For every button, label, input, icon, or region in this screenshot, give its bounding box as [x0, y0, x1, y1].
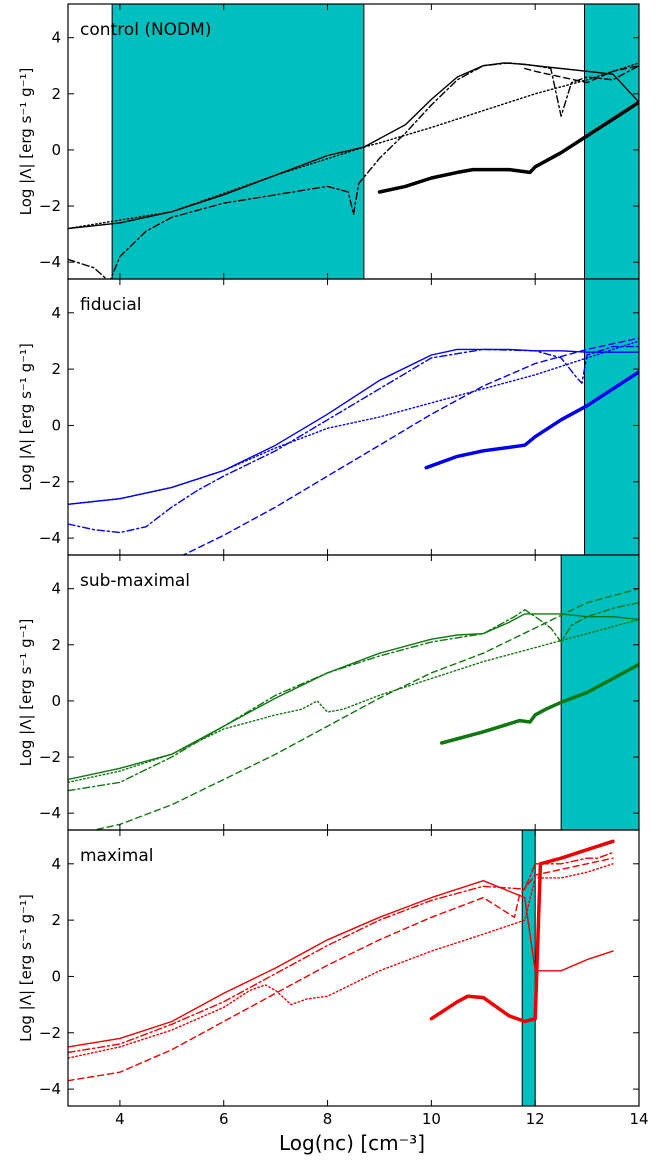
plot-area: [68, 4, 639, 279]
plot-frame: [67, 829, 640, 1107]
series-line-dashed: [181, 337, 639, 555]
y-tick-label: 2: [51, 360, 61, 378]
series-line-solid: [68, 62, 639, 230]
x-tick-label: 12: [526, 1110, 545, 1128]
x-tick-label: 14: [629, 1110, 648, 1128]
y-tick-label: 4: [51, 29, 61, 47]
series-line-dashdot: [68, 602, 639, 792]
y-tick-label: −2: [39, 197, 61, 215]
y-tick-label: −2: [39, 473, 61, 491]
series-line-thick: [424, 370, 639, 470]
y-tick-label: −2: [39, 1024, 61, 1042]
y-tick-label: −2: [39, 748, 61, 766]
y-axis-label: Log |Λ| [erg s⁻¹ g⁻¹]: [17, 343, 35, 491]
plot-frame: [67, 554, 640, 831]
series-line-dotted: [68, 340, 639, 505]
plot-frame: [67, 278, 640, 556]
y-tick-label: 0: [51, 692, 61, 710]
panel-title: sub-maximal: [80, 571, 190, 591]
series-line-solid: [68, 880, 614, 1048]
shaded-region: [112, 4, 364, 279]
series-line-dashdot: [68, 62, 639, 279]
y-tick-label: 4: [51, 304, 61, 322]
series-line-dashdot: [68, 345, 639, 534]
y-tick-label: −4: [39, 253, 61, 271]
y-tick-label: 2: [51, 85, 61, 103]
y-tick-label: 0: [51, 967, 61, 985]
plot-area: [68, 830, 615, 1106]
y-tick-label: 2: [51, 636, 61, 654]
y-tick-label: 2: [51, 911, 61, 929]
shaded-region: [584, 4, 639, 279]
panel-title: control (NODM): [80, 20, 211, 40]
shaded-region: [584, 279, 639, 555]
panel-title: fiducial: [80, 295, 141, 315]
y-tick-label: −4: [39, 529, 61, 547]
panel-4: −4 −2 0 2 4 maximal Log |Λ| [erg s⁻¹ g⁻¹]: [17, 829, 640, 1107]
shaded-region: [522, 830, 536, 1106]
series-line-dashed: [68, 857, 614, 1082]
plot-area: [68, 279, 639, 555]
y-axis-label: Log |Λ| [erg s⁻¹ g⁻¹]: [17, 619, 35, 767]
y-axis-label: Log |Λ| [erg s⁻¹ g⁻¹]: [17, 894, 35, 1042]
y-axis-label: Log |Λ| [erg s⁻¹ g⁻¹]: [17, 68, 35, 216]
series-line-thick: [377, 100, 639, 194]
y-tick-label: 4: [51, 855, 61, 873]
y-tick-label: 0: [51, 416, 61, 434]
series-line-dashed: [90, 588, 639, 830]
panel-title: maximal: [80, 846, 153, 866]
x-tick-label: 4: [115, 1110, 125, 1128]
plot-area: [68, 555, 639, 830]
panel-1: −4 −2 0 2 4 control (NODM) Log |Λ| [erg s⁻¹ g⁻…: [17, 3, 640, 280]
series-line-dashed: [524, 65, 639, 84]
panel-3: −4 −2 0 2 4 sub-maximal Log |Λ| [erg s⁻¹ g⁻¹]: [17, 554, 640, 831]
y-tick-label: −4: [39, 804, 61, 822]
x-axis-label: Log(nᴄ) [cm⁻³]: [279, 1131, 425, 1155]
x-tick-label: 6: [219, 1110, 229, 1128]
x-tick-label: 8: [323, 1110, 333, 1128]
panel-2: −4 −2 0 2 4 fiducial Log |Λ| [erg s⁻¹ g⁻¹]: [17, 278, 640, 556]
x-tick-label: 10: [422, 1110, 441, 1128]
y-tick-label: 0: [51, 141, 61, 159]
shaded-region: [561, 555, 639, 830]
series-line-dotted: [68, 62, 639, 230]
y-tick-label: 4: [51, 580, 61, 598]
series-line-dotted: [68, 618, 639, 783]
series-line-solid: [68, 613, 639, 781]
series-line-dashdot: [68, 851, 614, 1054]
series-line-thick: [429, 839, 615, 1024]
series-line-thick: [439, 662, 639, 745]
y-tick-label: −4: [39, 1080, 61, 1098]
